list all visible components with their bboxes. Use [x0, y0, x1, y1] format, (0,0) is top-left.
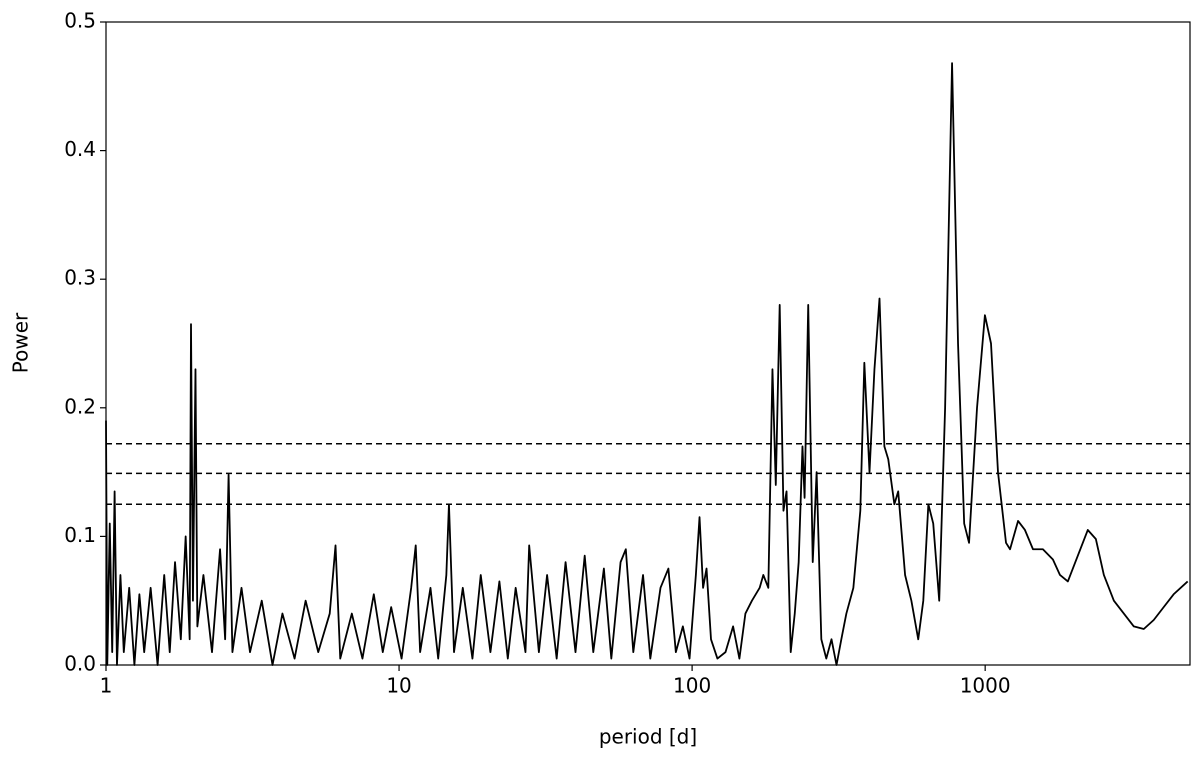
y-tick-label: 0.3: [64, 266, 96, 290]
y-axis-label: Power: [9, 312, 33, 373]
y-tick-label: 0.5: [64, 9, 96, 33]
x-tick-label: 100: [673, 674, 711, 698]
y-tick-label: 0.1: [64, 523, 96, 547]
y-tick-label: 0.0: [64, 652, 96, 676]
x-tick-label: 1: [100, 674, 113, 698]
y-tick-label: 0.2: [64, 394, 96, 418]
x-tick-label: 1000: [960, 674, 1011, 698]
x-tick-label: 10: [386, 674, 411, 698]
x-axis-label: period [d]: [599, 725, 697, 749]
y-tick-label: 0.4: [64, 137, 96, 161]
plot-frame: [105, 21, 1191, 666]
periodogram-line: [105, 62, 1189, 666]
